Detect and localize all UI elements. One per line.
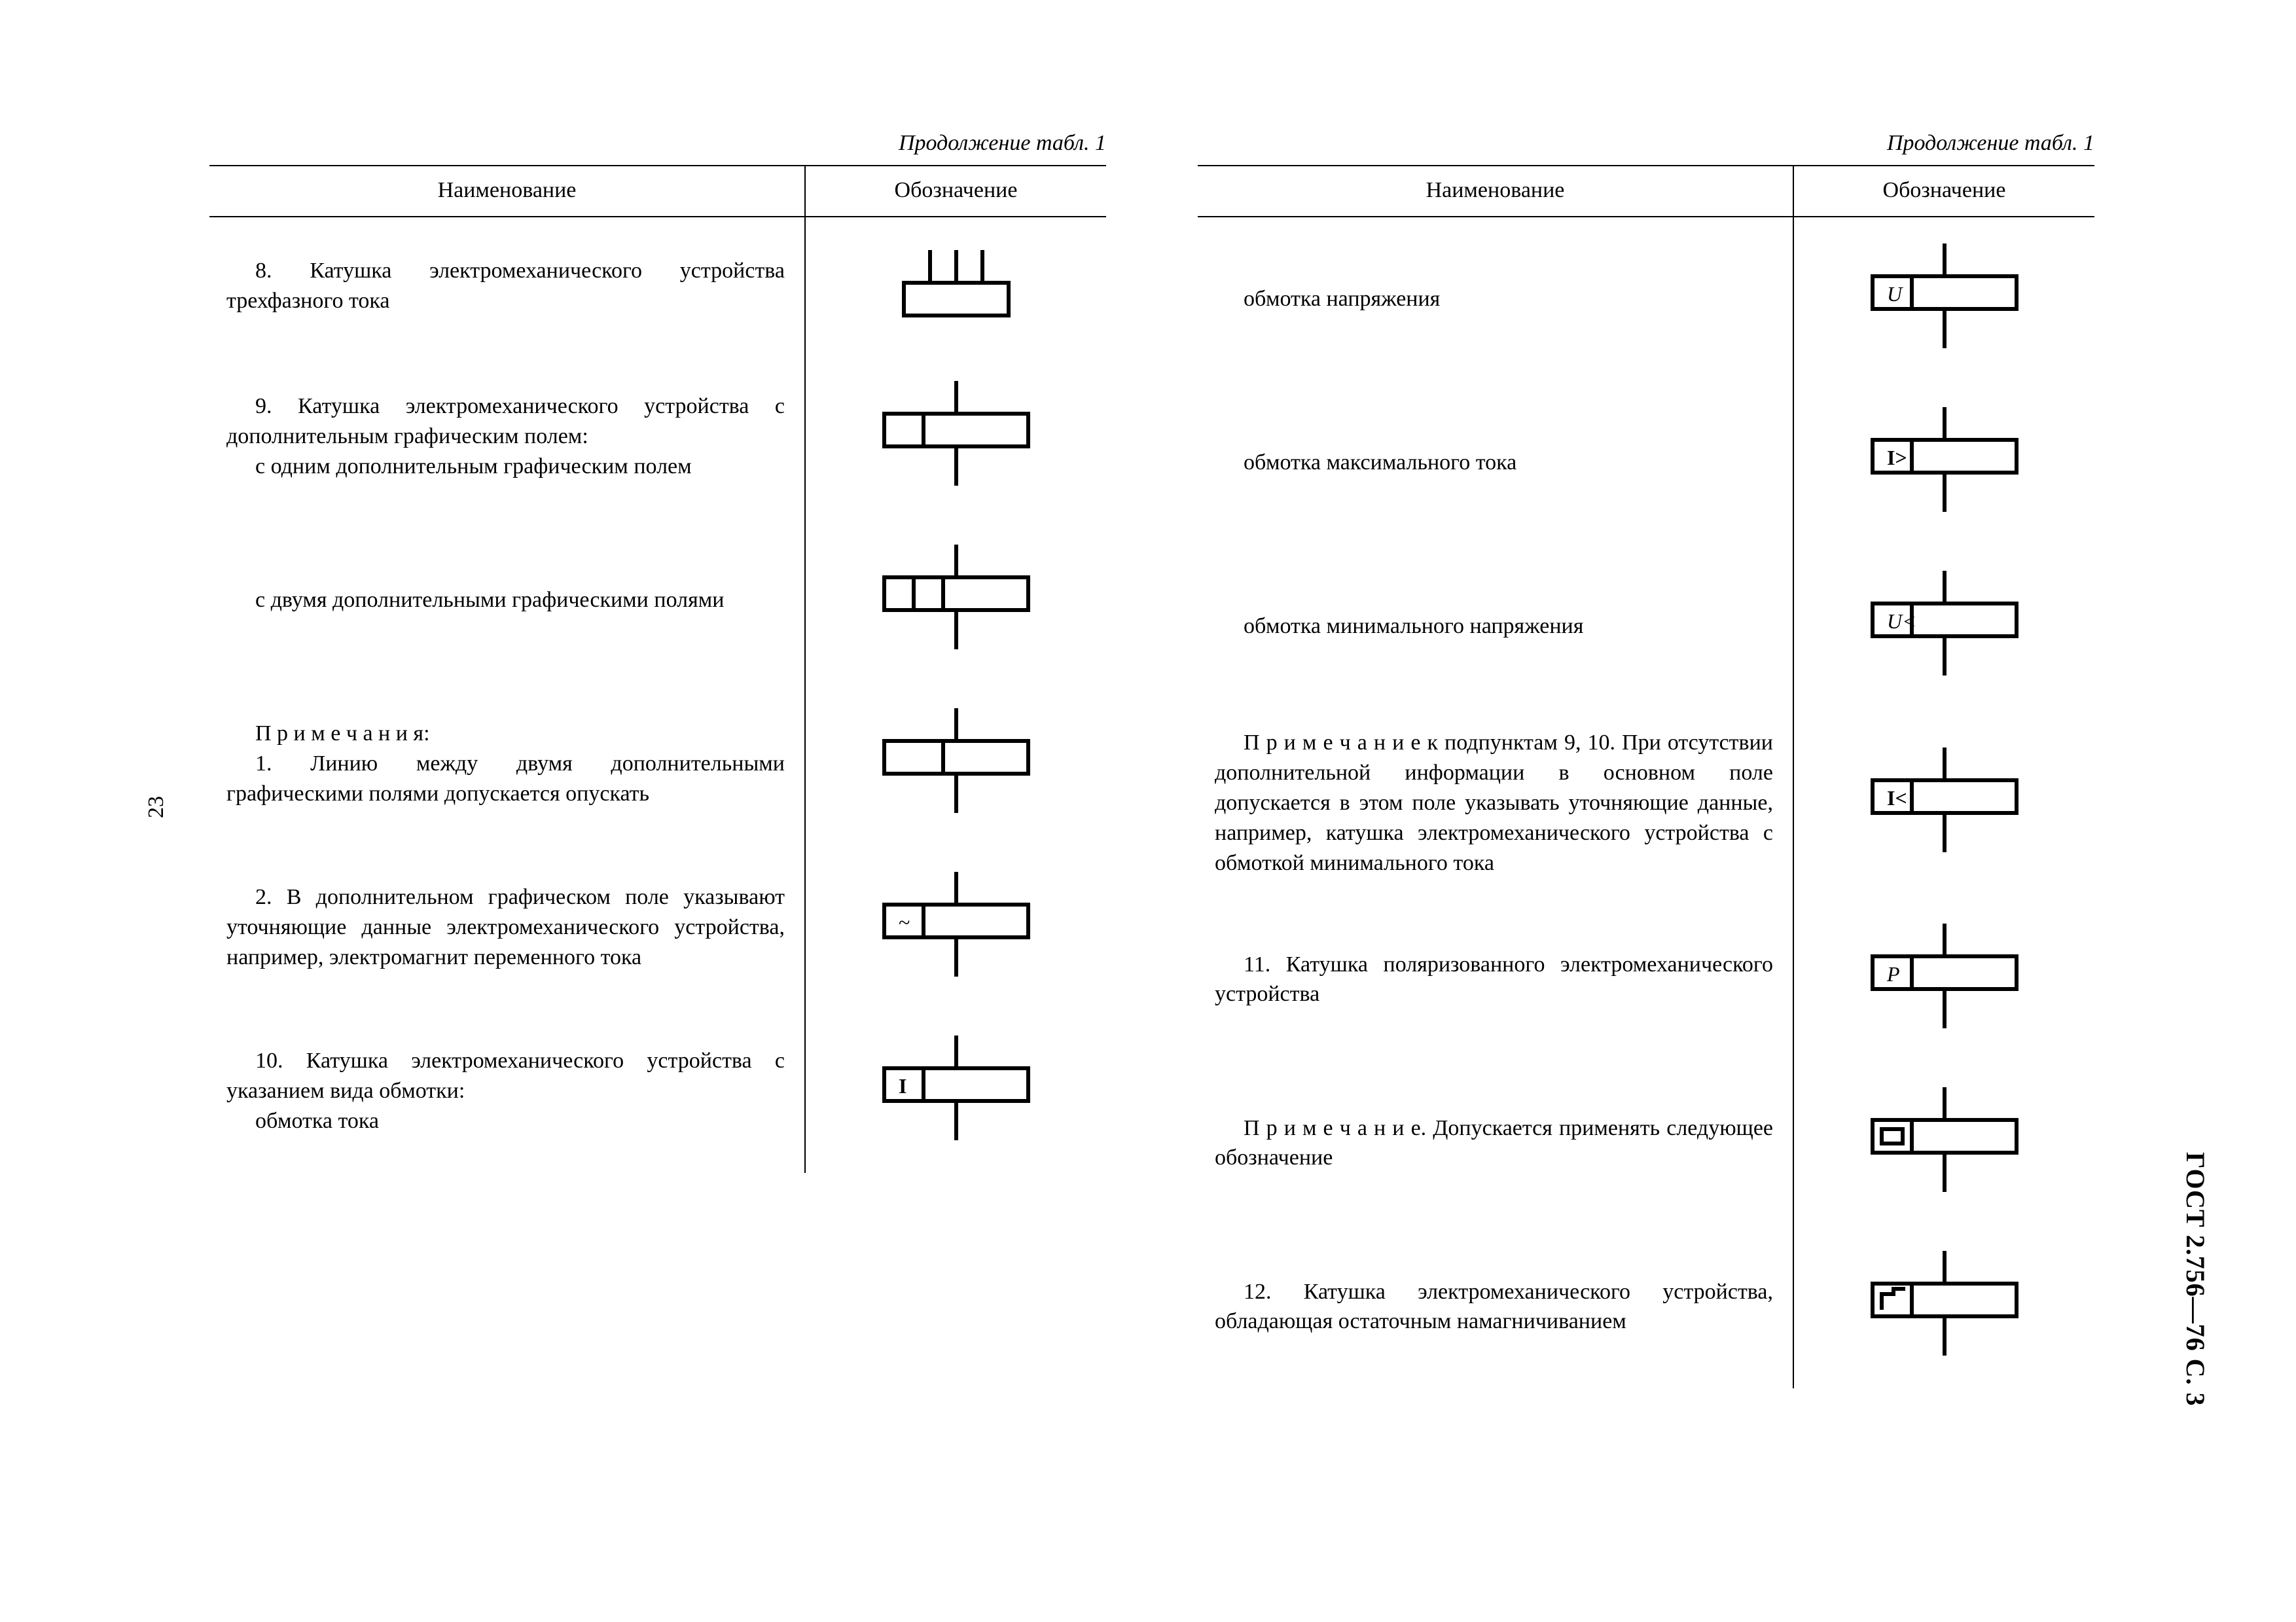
page-number: 23 <box>144 796 169 818</box>
header-symbol: Обозначение <box>1793 166 2094 217</box>
row-symbol <box>1793 1061 2094 1225</box>
continuation-label: Продолжение табл. 1 <box>1198 131 2094 156</box>
svg-text:I: I <box>899 1074 906 1098</box>
row-symbol: I< <box>1793 708 2094 897</box>
svg-text:~: ~ <box>899 910 910 934</box>
row-symbol <box>805 518 1106 682</box>
symbol-table-left: Наименование Обозначение 8. Катушка элек… <box>209 165 1106 1173</box>
row-description: обмотка максимального тока <box>1198 381 1793 545</box>
row-symbol <box>805 217 1106 355</box>
symbol-table-right: Наименование Обозначение обмотка напряже… <box>1198 165 2094 1388</box>
row-symbol <box>1793 1225 2094 1388</box>
left-column: Продолжение табл. 1 Наименование Обознач… <box>209 131 1106 1388</box>
svg-text:U: U <box>1887 282 1903 306</box>
svg-text:P: P <box>1886 962 1900 986</box>
row-description: 11. Катушка поляризованного электромехан… <box>1198 897 1793 1061</box>
row-description: 9. Катушка электромеханического устройст… <box>209 355 805 518</box>
row-description: обмотка напряжения <box>1198 217 1793 381</box>
right-column: Продолжение табл. 1 Наименование Обознач… <box>1198 131 2094 1388</box>
row-symbol <box>805 355 1106 518</box>
row-description: 2. В дополнительном графическом поле ука… <box>209 846 805 1009</box>
document-code: ГОСТ 2.756—76 С. 3 <box>2180 1152 2211 1407</box>
row-symbol: I <box>805 1009 1106 1173</box>
row-description: П р и м е ч а н и е к подпунктам 9, 10. … <box>1198 708 1793 897</box>
continuation-label: Продолжение табл. 1 <box>209 131 1106 156</box>
row-description: 10. Катушка электромеханического устройс… <box>209 1009 805 1173</box>
row-description: 12. Катушка электромеханического устройс… <box>1198 1225 1793 1388</box>
row-symbol: I> <box>1793 381 2094 545</box>
row-description: с двумя дополнительными графическими пол… <box>209 518 805 682</box>
row-symbol: U <box>1793 217 2094 381</box>
svg-text:I>: I> <box>1887 446 1907 469</box>
row-symbol: U< <box>1793 545 2094 708</box>
header-symbol: Обозначение <box>805 166 1106 217</box>
row-symbol <box>805 682 1106 846</box>
header-name: Наименование <box>1198 166 1793 217</box>
svg-text:U<: U< <box>1887 609 1916 633</box>
svg-text:I<: I< <box>1887 786 1907 810</box>
row-description: П р и м е ч а н и е. Допускается применя… <box>1198 1061 1793 1225</box>
row-description: обмотка минимального напряжения <box>1198 545 1793 708</box>
row-symbol: P <box>1793 897 2094 1061</box>
row-symbol: ~ <box>805 846 1106 1009</box>
header-name: Наименование <box>209 166 805 217</box>
row-description: 8. Катушка электромеханического устройст… <box>209 217 805 355</box>
row-description: П р и м е ч а н и я:1. Линию между двумя… <box>209 682 805 846</box>
